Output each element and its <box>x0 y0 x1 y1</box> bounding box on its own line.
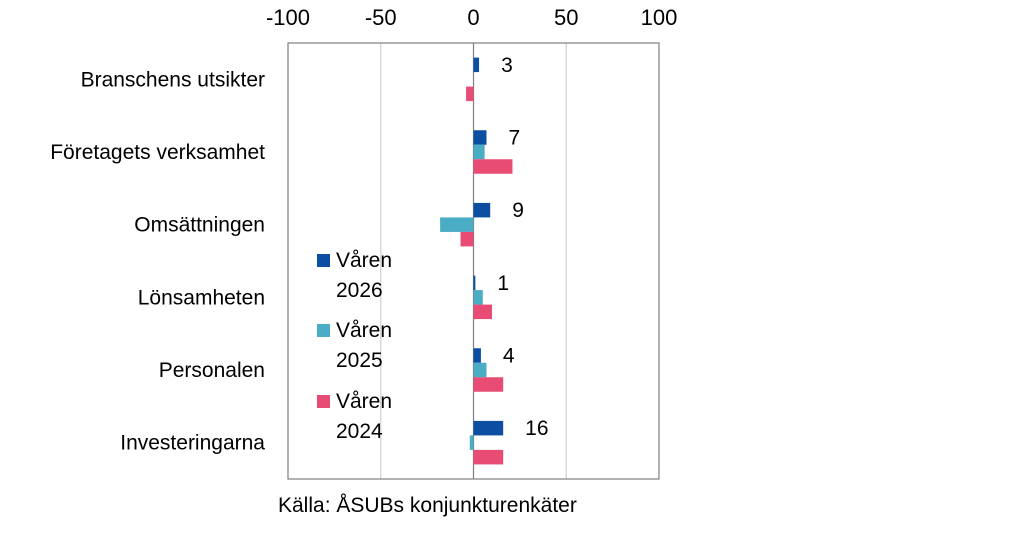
source-note: Källa: ÅSUBs konjunkturenkäter <box>278 494 577 517</box>
bar <box>473 144 485 160</box>
legend-label: 2026 <box>336 279 383 302</box>
bar <box>473 449 504 465</box>
data-label: 1 <box>497 272 509 295</box>
data-labels: 3 7 9 1 4 16 <box>497 54 548 440</box>
bar <box>473 159 513 174</box>
data-label: 7 <box>508 127 520 150</box>
category-label: Lönsamheten <box>138 286 265 309</box>
legend-swatch <box>317 324 330 337</box>
category-label: Branschens utsikter <box>81 68 265 91</box>
bar <box>473 202 491 218</box>
x-tick-label: -50 <box>365 5 397 30</box>
legend: Våren 2026 Våren 2025 Våren 2024 <box>317 249 392 443</box>
category-label: Omsättningen <box>134 214 265 237</box>
legend-label: Våren <box>336 390 392 413</box>
gridlines <box>380 43 567 479</box>
bar <box>473 304 493 320</box>
bar <box>466 86 474 102</box>
legend-swatch <box>317 254 330 267</box>
category-label: Personalen <box>159 359 265 382</box>
legend-label: 2024 <box>336 420 383 443</box>
bar <box>473 362 487 378</box>
legend-label: 2025 <box>336 349 383 372</box>
data-label: 3 <box>501 54 513 77</box>
bar <box>460 231 474 247</box>
x-tick-label: 0 <box>467 5 479 30</box>
bar <box>473 57 480 73</box>
bar <box>473 275 476 291</box>
bar <box>473 377 504 392</box>
category-labels: Branschens utsikter Företagets verksamhet… <box>50 68 265 454</box>
legend-swatch <box>317 395 330 408</box>
data-label: 9 <box>512 199 524 222</box>
bar <box>473 290 483 305</box>
bar <box>469 435 474 450</box>
legend-label: Våren <box>336 319 392 342</box>
x-tick-label: 50 <box>554 5 578 30</box>
bar <box>473 348 481 363</box>
bar <box>473 130 487 145</box>
legend-label: Våren <box>336 249 392 272</box>
category-label: Investeringarna <box>120 432 265 455</box>
data-label: 4 <box>503 345 515 368</box>
x-tick-label: 100 <box>641 5 678 30</box>
category-label: Företagets verksamhet <box>50 141 265 164</box>
bars <box>440 57 513 465</box>
data-label: 16 <box>525 417 548 440</box>
bar <box>473 420 504 436</box>
x-tick-label: -100 <box>266 5 310 30</box>
bar <box>440 217 474 232</box>
x-tick-labels: -100 -50 0 50 100 <box>266 5 677 30</box>
